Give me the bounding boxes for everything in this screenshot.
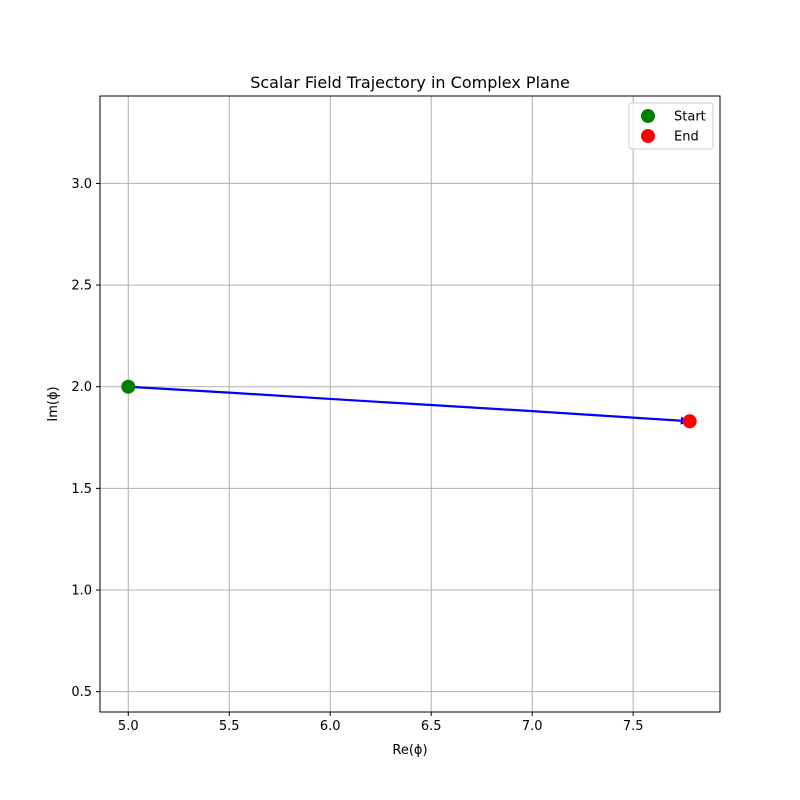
y-tick-label: 1.5 xyxy=(71,482,92,497)
marker-layer xyxy=(121,379,697,429)
x-tick-label: 7.5 xyxy=(623,719,644,734)
trajectory-layer xyxy=(128,385,691,425)
x-tick-label: 5.0 xyxy=(118,719,139,734)
grid xyxy=(100,96,720,712)
y-tick-label: 2.0 xyxy=(71,380,92,395)
x-tick-label: 5.5 xyxy=(219,719,240,734)
x-axis-label: Re(ϕ) xyxy=(392,743,427,758)
y-tick-label: 1.0 xyxy=(71,584,92,599)
x-tick-label: 7.0 xyxy=(522,719,543,734)
legend: Start End xyxy=(628,102,714,150)
legend-marker-start xyxy=(641,109,655,123)
plot-area-frame xyxy=(99,95,721,713)
end-point xyxy=(682,414,697,429)
x-tick-label: 6.5 xyxy=(421,719,442,734)
axis-ticks: 5.0 5.5 6.0 6.5 7.0 7.5 0.5 1.0 1.5 2.0 2.5 3.0 xyxy=(71,177,643,734)
y-axis-label: Im(ϕ) xyxy=(46,386,61,421)
y-tick-label: 0.5 xyxy=(71,685,92,700)
start-point xyxy=(121,379,136,394)
chart-title: Scalar Field Trajectory in Complex Plane xyxy=(250,73,570,92)
trajectory-arrow xyxy=(128,385,691,425)
legend-label-start: Start xyxy=(674,110,706,125)
y-tick-label: 3.0 xyxy=(71,177,92,192)
y-tick-label: 2.5 xyxy=(71,279,92,294)
legend-label-end: End xyxy=(674,130,699,145)
x-tick-label: 6.0 xyxy=(320,719,341,734)
legend-marker-end xyxy=(641,129,655,143)
